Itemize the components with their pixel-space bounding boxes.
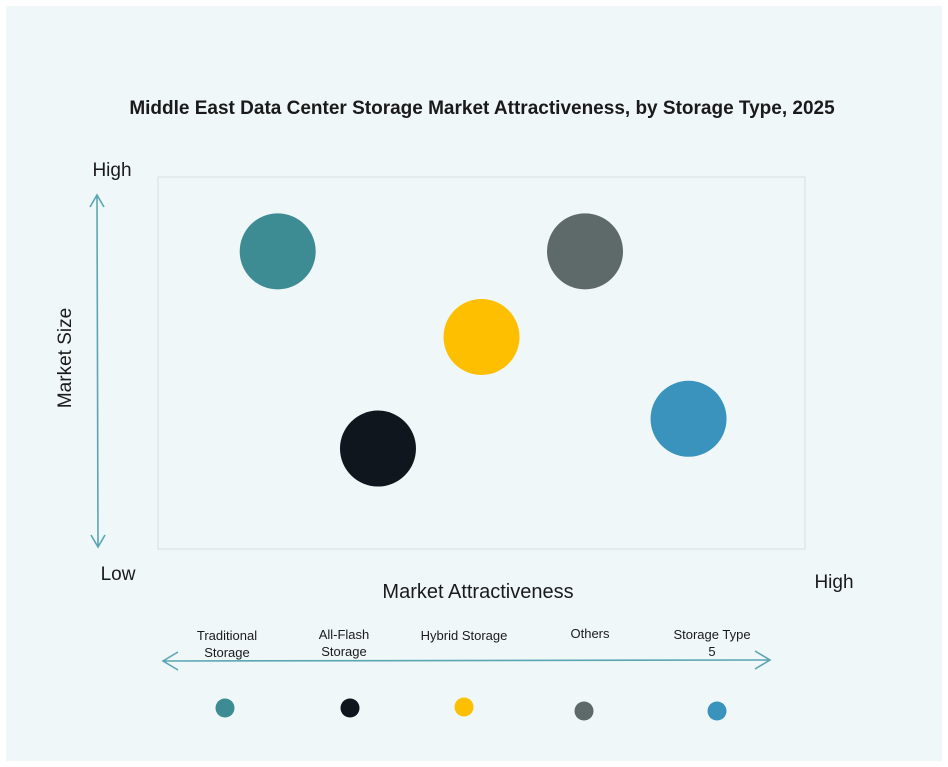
legend-item: Traditional Storage bbox=[197, 628, 257, 718]
legend-label-line: Hybrid Storage bbox=[421, 628, 508, 643]
bubbles bbox=[239, 213, 727, 487]
x-high-label: High bbox=[814, 572, 853, 593]
y-arrow-line bbox=[89, 193, 106, 549]
legend-item: Others bbox=[570, 626, 610, 721]
legend-dot bbox=[340, 698, 360, 718]
y-axis-label: Market Size bbox=[55, 308, 76, 408]
legend-label: All-Flash Storage bbox=[319, 627, 370, 659]
legend-item: Hybrid Storage bbox=[421, 628, 508, 717]
legend-label-line: Storage bbox=[321, 644, 367, 659]
chart-title: Middle East Data Center Storage Market A… bbox=[129, 98, 835, 119]
legend-label: Others bbox=[570, 626, 610, 641]
bubble-traditional-storage bbox=[239, 213, 316, 290]
x-low-label: Low bbox=[101, 564, 136, 585]
x-arrow-line bbox=[161, 650, 772, 671]
legend-dot bbox=[574, 701, 594, 721]
legend-label: Hybrid Storage bbox=[421, 628, 508, 643]
bubble-storage-type-5 bbox=[650, 380, 727, 457]
legend-label-line: Traditional bbox=[197, 628, 257, 643]
legend-dot bbox=[454, 697, 474, 717]
legend-arrow bbox=[161, 650, 772, 671]
plot-area bbox=[157, 176, 806, 550]
chart-panel bbox=[6, 6, 942, 761]
legend-label-line: All-Flash bbox=[319, 627, 370, 642]
y-axis-arrow bbox=[89, 193, 106, 549]
bubble-others bbox=[547, 213, 624, 290]
legend-label-line: Storage bbox=[204, 645, 250, 660]
legend-label-line: 5 bbox=[708, 644, 715, 659]
bubble-all-flash-storage bbox=[339, 410, 416, 487]
x-axis-label: Market Attractiveness bbox=[382, 581, 573, 603]
legend-dot bbox=[215, 698, 235, 718]
legend-label: Storage Type 5 bbox=[673, 627, 750, 659]
y-high-label: High bbox=[92, 160, 131, 181]
legend-label: Traditional Storage bbox=[197, 628, 257, 660]
legend-dot bbox=[707, 701, 727, 721]
legend-label-line: Storage Type bbox=[673, 627, 750, 642]
bubble-hybrid-storage bbox=[443, 298, 520, 375]
legend-item: Storage Type 5 bbox=[673, 627, 751, 721]
legend-label-line: Others bbox=[570, 626, 610, 641]
legend: Traditional Storage All-Flash Storage Hybrid… bbox=[197, 626, 751, 721]
legend-item: All-Flash Storage bbox=[319, 627, 370, 718]
